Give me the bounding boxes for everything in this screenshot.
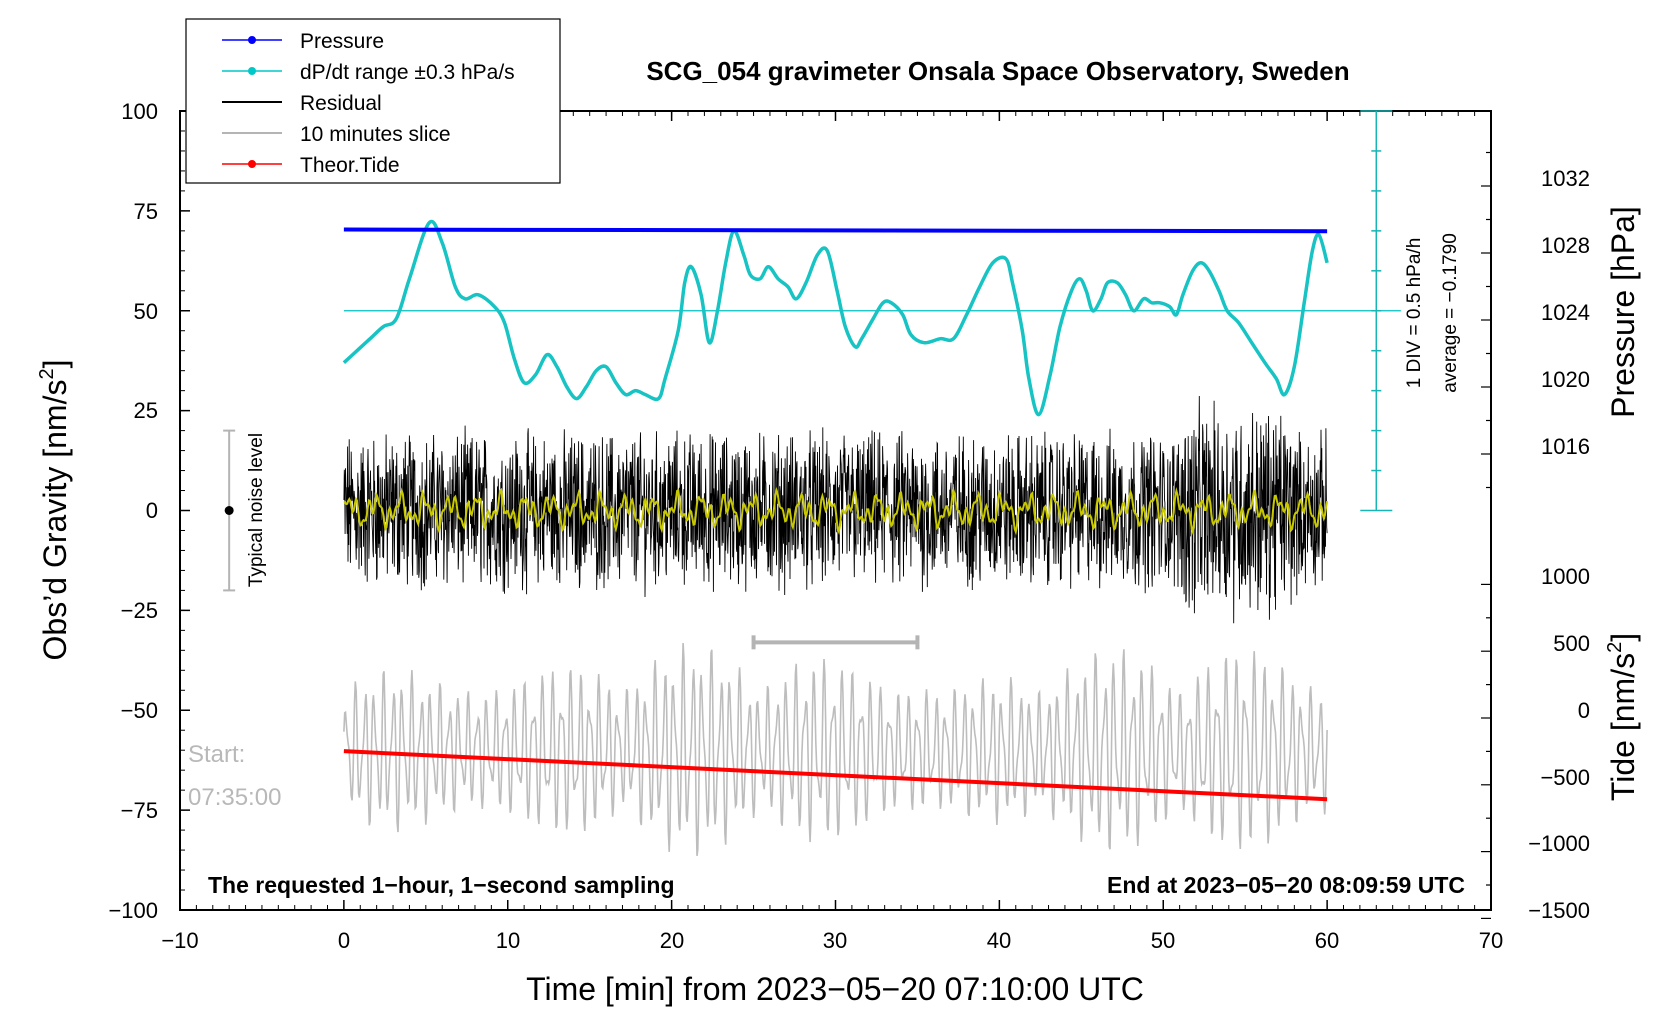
- legend-marker-tide: [248, 160, 256, 168]
- y-tick-label: 25: [134, 398, 158, 423]
- y-axis-label-text: Obs’d Gravity [nm/s2]: [36, 360, 73, 661]
- start-time: 07:35:00: [188, 784, 281, 811]
- chart-title: SCG_054 gravimeter Onsala Space Observat…: [646, 56, 1349, 86]
- pressure-axis-label: Pressure [hPa]: [1605, 206, 1641, 418]
- dpdt-scale-label: 1 DIV = 0.5 hPa/h: [1404, 238, 1425, 389]
- pressure-tick-label: 1016: [1541, 434, 1590, 459]
- dpdt-layer: [342, 219, 1401, 417]
- x-axis-label: Time [min] from 2023−05−20 07:10:00 UTC: [526, 971, 1144, 1007]
- tide-layer: [343, 749, 1328, 802]
- y-tick-label: 50: [134, 299, 158, 324]
- y-tick-label: −25: [121, 598, 158, 623]
- y-tick-labels: 100 75 50 25 0 −25 −50 −75 −100: [108, 99, 158, 923]
- legend: Pressure dP/dt range ±0.3 hPa/s Residual…: [185, 18, 561, 184]
- x-tick-label: 20: [660, 928, 684, 953]
- x-tick-label: 40: [987, 928, 1011, 953]
- dpdt-scale-text: 1 DIV = 0.5 hPa/h: [1404, 238, 1425, 389]
- pressure-tick-label: 1020: [1541, 367, 1590, 392]
- tide-tick-label: 500: [1553, 631, 1590, 656]
- pressure-tick-label: 1032: [1541, 166, 1590, 191]
- pressure-line: [343, 227, 1328, 234]
- noise-bar-center: [224, 506, 234, 515]
- legend-marker-pressure: [248, 36, 256, 44]
- tide-tick-label: −1500: [1528, 898, 1590, 923]
- y-tick-label: 0: [146, 498, 158, 523]
- legend-label-pressure: Pressure: [300, 30, 384, 53]
- x-tick-labels: −10 0 10 20 30 40 50 60 70: [161, 928, 1503, 953]
- tide-tick-label: −500: [1540, 765, 1590, 790]
- dpdt-line: [342, 219, 1329, 417]
- y-axis-label: Obs’d Gravity [nm/s2]: [36, 360, 73, 661]
- x-tick-label: 30: [823, 928, 847, 953]
- slice-line: [343, 642, 1328, 857]
- legend-entry-pressure: Pressure: [222, 30, 384, 53]
- legend-marker-dpdt: [248, 67, 256, 75]
- legend-entry-tide: Theor.Tide: [222, 154, 400, 177]
- x-tick-label: 0: [338, 928, 350, 953]
- pressure-tick-label: 1024: [1541, 300, 1590, 325]
- bottom-right-note: End at 2023−05−20 08:09:59 UTC: [1107, 872, 1465, 898]
- y-tick-label: −50: [121, 698, 158, 723]
- residual-layer: [343, 395, 1328, 624]
- pressure-axis-label-text: Pressure [hPa]: [1605, 206, 1641, 418]
- average-text: average = −0.1790: [1440, 233, 1461, 393]
- legend-entry-dpdt: dP/dt range ±0.3 hPa/s: [222, 61, 515, 84]
- pressure-tick-label: 1028: [1541, 233, 1590, 258]
- x-tick-label: 10: [496, 928, 520, 953]
- smoothed-residual-layer: [343, 486, 1329, 536]
- pressure-tick-labels: 1032 1028 1024 1020 1016: [1541, 166, 1590, 459]
- x-tick-label: −10: [161, 928, 198, 953]
- noise-level-text: Typical noise level: [246, 433, 267, 587]
- tide-axis-label: Tide [nm/s2]: [1604, 633, 1641, 801]
- legend-label-residual: Residual: [300, 92, 382, 115]
- start-label: Start:: [188, 741, 245, 768]
- average-label: average = −0.1790: [1440, 233, 1461, 393]
- x-tick-label: 60: [1315, 928, 1339, 953]
- y-tick-label: 100: [121, 99, 158, 124]
- slice-layer: [343, 642, 1328, 857]
- y-tick-label: −75: [121, 798, 158, 823]
- legend-label-slice: 10 minutes slice: [300, 123, 451, 146]
- legend-label-tide: Theor.Tide: [300, 154, 400, 177]
- y-tick-label: −100: [108, 898, 158, 923]
- tide-axis-label-text: Tide [nm/s2]: [1604, 633, 1641, 801]
- legend-entry-slice: 10 minutes slice: [222, 123, 451, 146]
- smoothed-residual-line: [343, 486, 1329, 536]
- tide-tick-labels: 1000 500 0 −500 −1000 −1500: [1528, 564, 1590, 923]
- residual-line: [343, 395, 1328, 624]
- tide-tick-label: 0: [1578, 698, 1590, 723]
- pressure-layer: [343, 227, 1328, 234]
- tide-tick-label: −1000: [1528, 831, 1590, 856]
- x-tick-label: 50: [1151, 928, 1175, 953]
- legend-label-dpdt: dP/dt range ±0.3 hPa/s: [300, 61, 515, 84]
- y-tick-label: 75: [134, 199, 158, 224]
- annotation-marks-layer: [223, 110, 1393, 650]
- noise-level-label: Typical noise level: [246, 433, 267, 587]
- tide-line: [343, 749, 1328, 802]
- legend-entry-residual: Residual: [222, 92, 382, 115]
- tide-tick-label: 1000: [1541, 564, 1590, 589]
- x-tick-label: 70: [1479, 928, 1503, 953]
- bottom-left-note: The requested 1−hour, 1−second sampling: [208, 872, 675, 898]
